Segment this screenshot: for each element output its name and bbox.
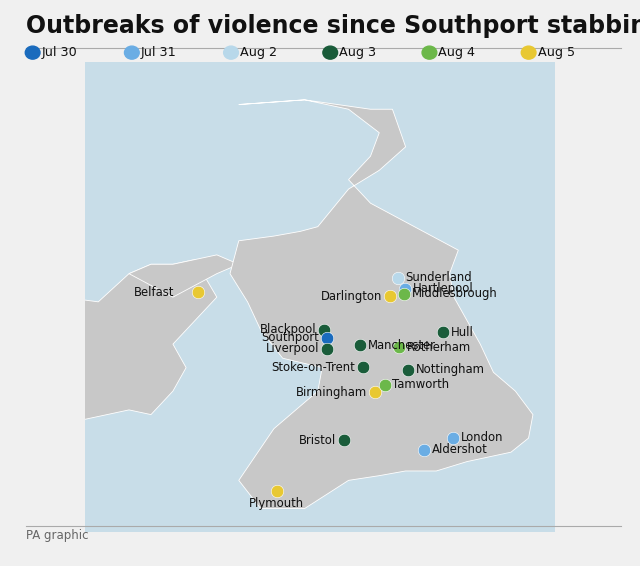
Text: Stoke-on-Trent: Stoke-on-Trent (271, 361, 355, 374)
Text: Southport: Southport (261, 331, 319, 344)
Text: Aug 3: Aug 3 (339, 46, 376, 59)
Text: Manchester: Manchester (368, 338, 436, 351)
Text: Hartlepool: Hartlepool (413, 282, 474, 295)
Text: Plymouth: Plymouth (249, 498, 304, 511)
Text: Darlington: Darlington (321, 290, 382, 303)
Text: Belfast: Belfast (133, 286, 174, 299)
Text: Jul 31: Jul 31 (141, 46, 177, 59)
Text: Sunderland: Sunderland (406, 271, 472, 284)
Text: Rotherham: Rotherham (406, 341, 471, 354)
Polygon shape (230, 100, 533, 508)
Text: Birmingham: Birmingham (296, 385, 367, 398)
Text: Blackpool: Blackpool (260, 323, 317, 336)
Text: Jul 30: Jul 30 (42, 46, 77, 59)
Text: Middlesbrough: Middlesbrough (412, 288, 498, 301)
Text: Outbreaks of violence since Southport stabbings: Outbreaks of violence since Southport st… (26, 14, 640, 38)
Text: Hull: Hull (451, 326, 474, 339)
Text: Aldershot: Aldershot (433, 443, 488, 456)
Polygon shape (10, 260, 217, 428)
Text: Aug 4: Aug 4 (438, 46, 476, 59)
Text: Bristol: Bristol (299, 434, 336, 447)
Text: London: London (461, 431, 503, 444)
Text: Aug 2: Aug 2 (240, 46, 277, 59)
Text: PA graphic: PA graphic (26, 529, 88, 542)
Text: Tamworth: Tamworth (392, 379, 449, 392)
Text: Liverpool: Liverpool (266, 342, 319, 355)
Text: Nottingham: Nottingham (416, 363, 484, 376)
Polygon shape (129, 255, 239, 297)
Text: Aug 5: Aug 5 (538, 46, 575, 59)
